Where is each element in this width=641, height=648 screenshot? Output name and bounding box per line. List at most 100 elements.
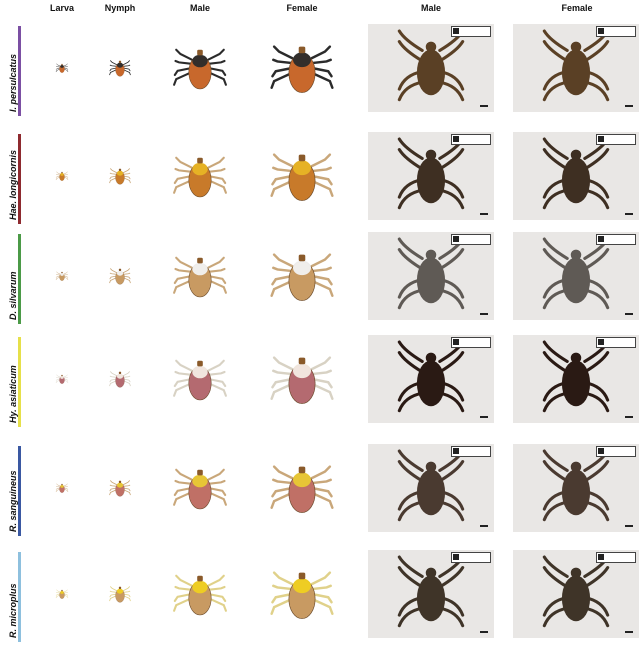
female-illustration [261,444,343,532]
species-row: Hae. longicornis [0,130,641,230]
header-male: Male [189,3,211,13]
tick-drawing [55,589,69,599]
species-row: R. microplus [0,548,641,648]
species-color-bar [18,552,21,642]
tick-photo [397,449,465,522]
female-photo [513,335,639,423]
tick-drawing [270,45,334,93]
specimen-label [596,446,636,457]
species-label: R. sanguineus [8,470,18,532]
tick-photo [397,340,465,413]
male-illustration [165,554,235,634]
tick-drawing [109,586,131,603]
tick-drawing [173,359,227,401]
female-illustration [261,132,343,220]
specimen-label [596,134,636,145]
scale-bar [480,631,488,633]
specimen-label [451,234,491,245]
tick-drawing [109,480,131,497]
species-color-bar [18,26,21,116]
tick-photo [542,137,610,210]
male-photo [368,550,494,638]
scale-bar [625,631,633,633]
female-photo [513,550,639,638]
header-male-photo: Male [420,3,442,13]
scale-bar [625,313,633,315]
male-photo [368,444,494,532]
tick-photo [397,137,465,210]
tick-drawing [173,256,227,298]
species-color-bar [18,337,21,427]
header-female: Female [286,3,318,13]
tick-photo [542,555,610,628]
tick-photo [542,29,610,102]
female-illustration [261,550,343,638]
species-label: Hae. longicornis [8,149,18,220]
tick-drawing [173,48,227,90]
header-female-photo: Female [561,3,593,13]
scale-bar [625,416,633,418]
male-illustration [165,136,235,216]
tick-drawing [109,60,131,77]
scale-bar [480,213,488,215]
larva-illustration [54,586,70,602]
specimen-label [596,26,636,37]
species-color-bar [18,234,21,324]
female-illustration [261,24,343,112]
scale-bar [480,525,488,527]
tick-drawing [55,483,69,493]
tick-drawing [109,168,131,185]
nymph-illustration [106,262,134,290]
scale-bar [480,416,488,418]
female-photo [513,232,639,320]
specimen-label [451,134,491,145]
female-illustration [261,232,343,320]
scale-bar [480,313,488,315]
tick-drawing [270,465,334,513]
tick-drawing [55,171,69,181]
tick-photo [542,237,610,310]
species-label: D. silvarum [8,271,18,320]
scale-bar [625,213,633,215]
larva-illustration [54,480,70,496]
specimen-label [451,552,491,563]
tick-drawing [55,271,69,281]
header-nymph: Nymph [104,3,136,13]
nymph-illustration [106,162,134,190]
tick-drawing [55,63,69,73]
female-photo [513,24,639,112]
female-illustration [261,335,343,423]
male-photo [368,24,494,112]
male-photo [368,132,494,220]
male-illustration [165,236,235,316]
species-label: I. persulcatus [8,53,18,112]
male-illustration [165,28,235,108]
tick-drawing [109,268,131,285]
scale-bar [625,525,633,527]
tick-photo [542,449,610,522]
species-row: D. silvarum [0,230,641,330]
scale-bar [480,105,488,107]
specimen-label [451,446,491,457]
tick-drawing [270,571,334,619]
tick-drawing [173,156,227,198]
male-illustration [165,448,235,528]
species-row: R. sanguineus [0,442,641,542]
tick-drawing [270,153,334,201]
tick-photo [397,29,465,102]
tick-photo [397,237,465,310]
tick-photo [397,555,465,628]
male-illustration [165,339,235,419]
species-row: Hy. asiaticum [0,333,641,433]
tick-drawing [55,374,69,384]
specimen-label [596,234,636,245]
female-photo [513,444,639,532]
tick-drawing [270,356,334,404]
tick-photo [542,340,610,413]
tick-drawing [270,253,334,301]
larva-illustration [54,60,70,76]
header-larva: Larva [49,3,75,13]
tick-drawing [173,574,227,616]
tick-drawing [109,371,131,388]
species-color-bar [18,134,21,224]
